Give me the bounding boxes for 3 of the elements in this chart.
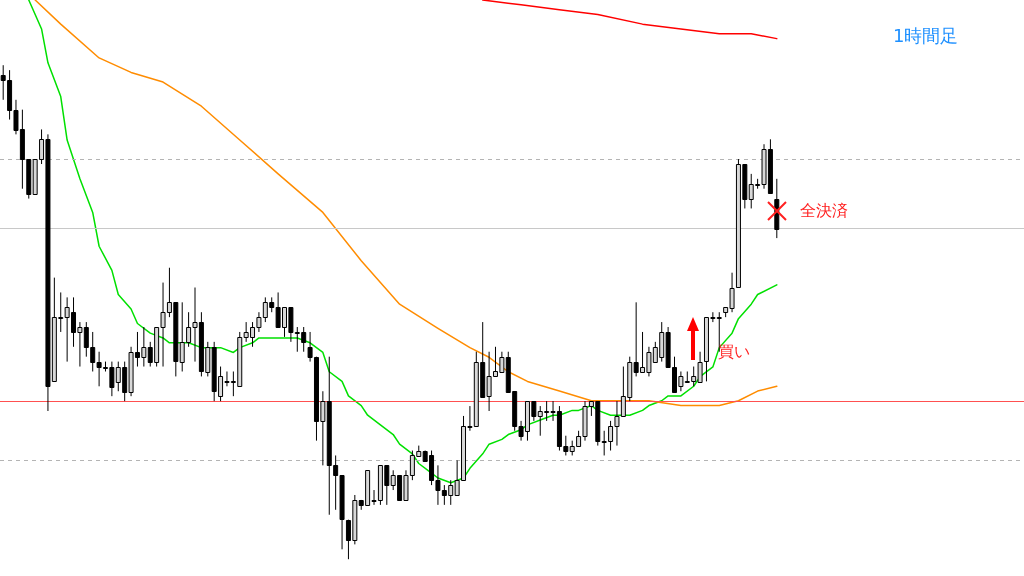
text: 全決済 [800, 201, 848, 220]
annotation: 買い [718, 342, 750, 361]
text: 1時間足 [893, 25, 959, 46]
